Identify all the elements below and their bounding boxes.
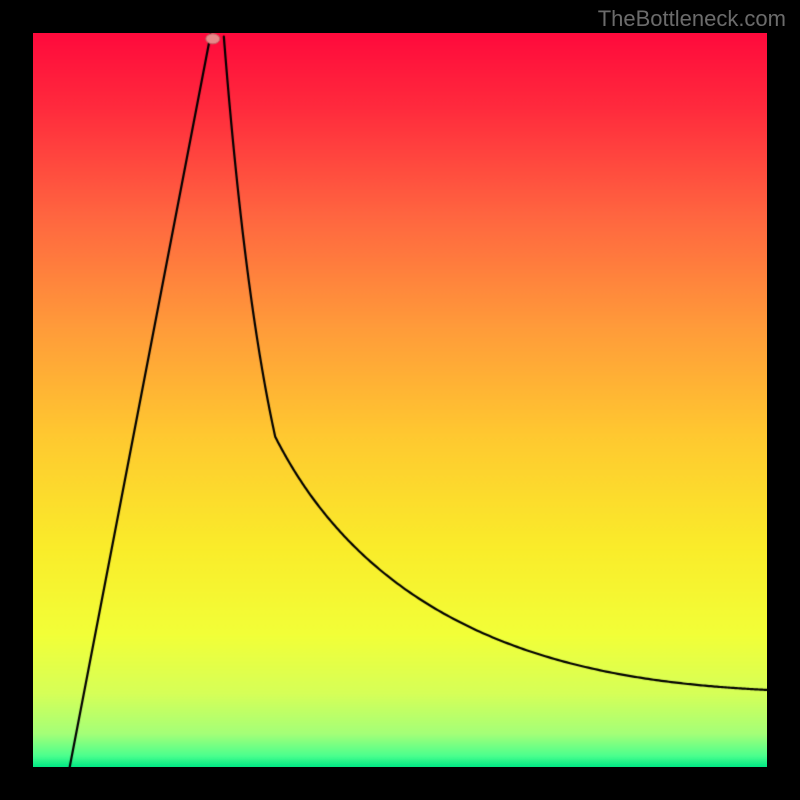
chart-container: TheBottleneck.com xyxy=(0,0,800,800)
plot-area xyxy=(33,33,767,767)
watermark-text: TheBottleneck.com xyxy=(598,6,786,32)
chart-canvas xyxy=(33,33,767,767)
